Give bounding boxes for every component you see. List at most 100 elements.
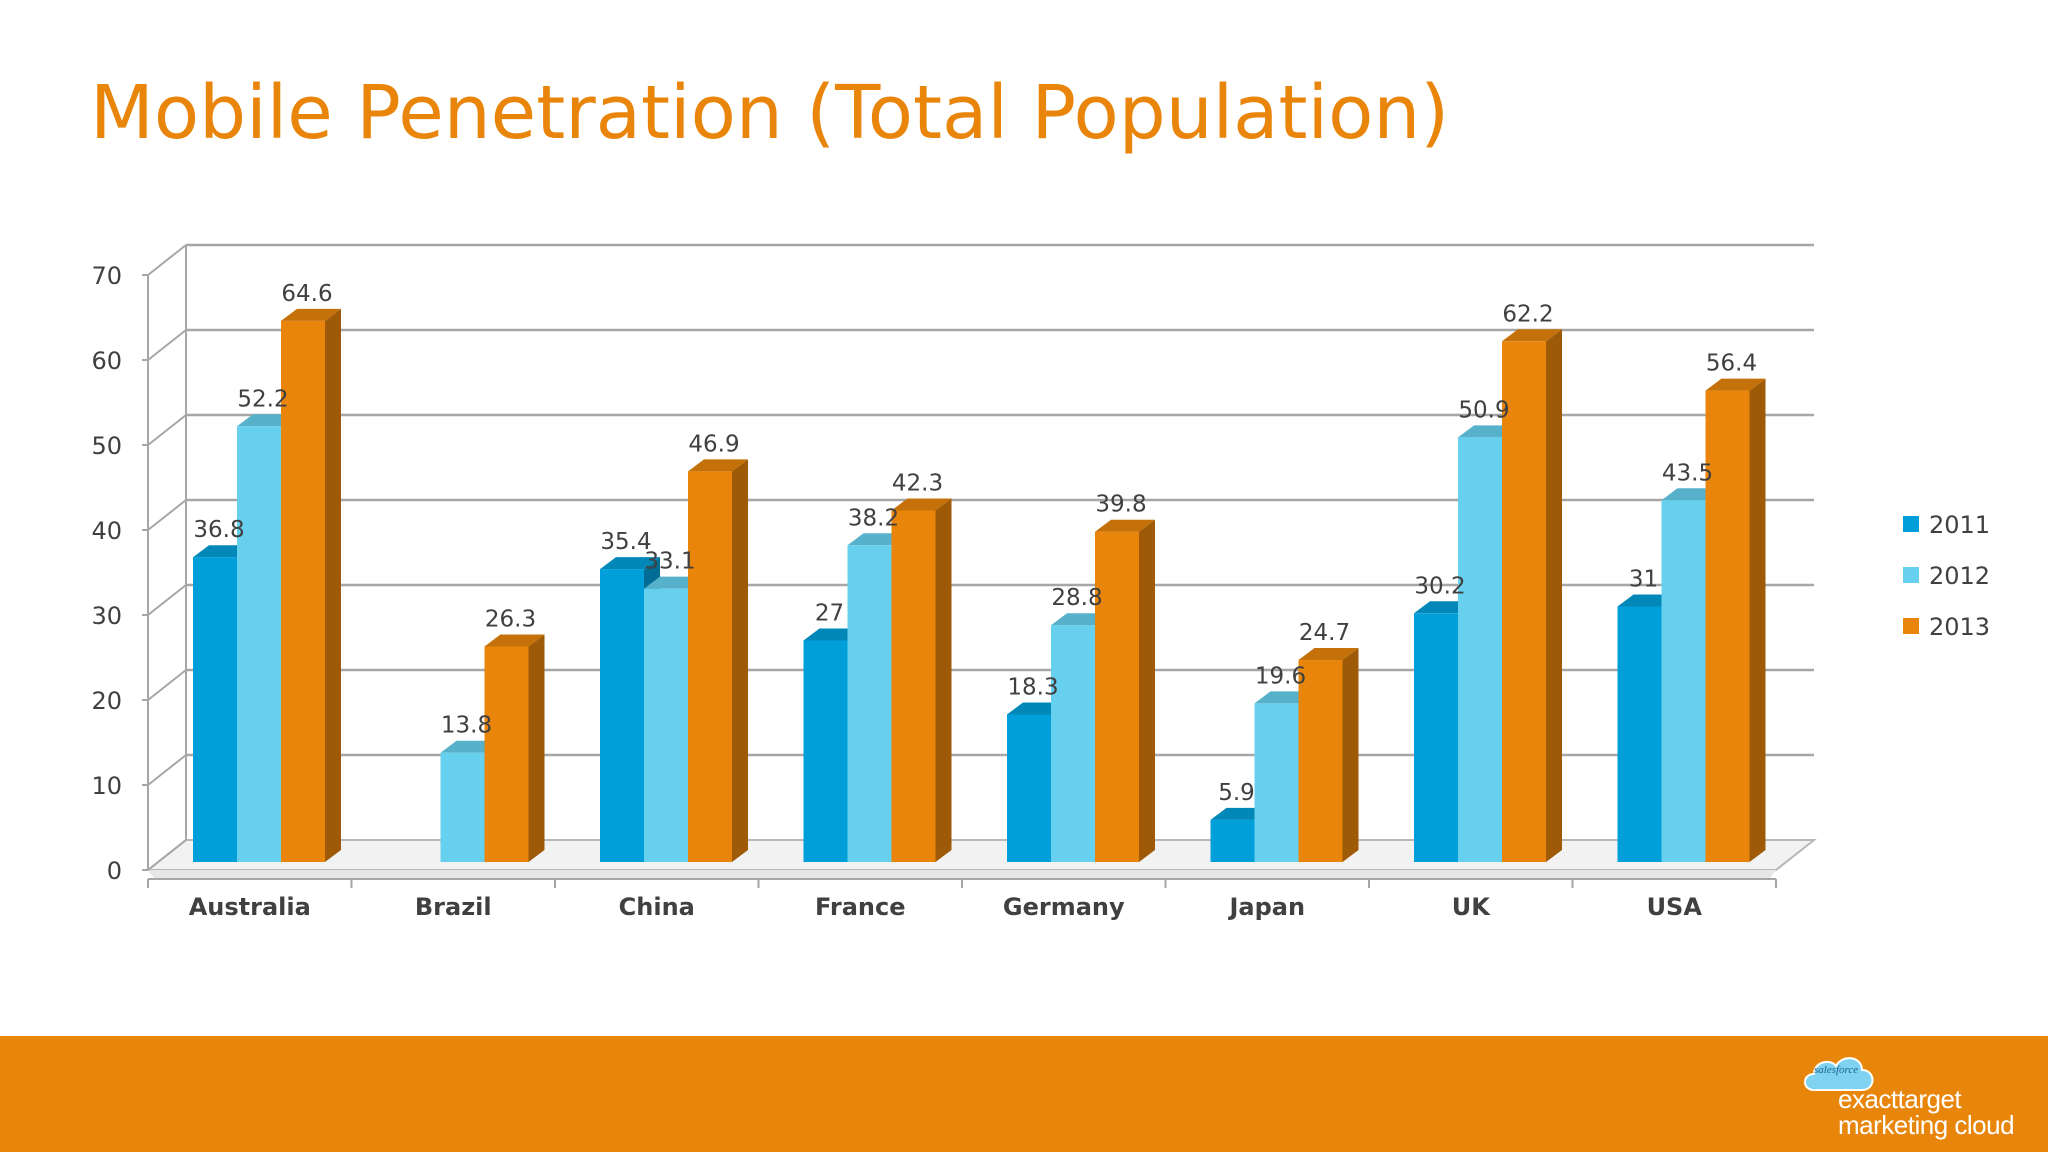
bar-top — [1095, 519, 1155, 532]
chart-gridlines — [145, 243, 1817, 878]
gridline-depth — [147, 244, 187, 276]
x-tick-label: France — [815, 893, 905, 921]
bar-front — [1661, 500, 1706, 862]
gridline-depth — [147, 499, 187, 531]
logo-line-1: exacttarget — [1838, 1084, 1962, 1114]
bar-side — [935, 498, 952, 862]
y-tick-label: 50 — [91, 432, 122, 460]
bar-chart: 0 10 20 30 40 50 60 70 Australia Brazil China Franc… — [91, 243, 1990, 921]
x-tick-label: UK — [1452, 893, 1491, 921]
data-label: 39.8 — [1095, 492, 1146, 518]
chart-data-labels: 36.8 52.2 64.6 13.8 26.3 35.433.1 46.9 27 38.2 42… — [193, 281, 1757, 806]
bar-front — [600, 569, 644, 862]
data-label: 5.9 — [1218, 780, 1255, 806]
gridline-depth — [147, 414, 187, 446]
bar-top — [600, 557, 660, 570]
data-label: 30.2 — [1414, 573, 1465, 599]
y-tick-label: 10 — [91, 772, 122, 800]
bar-front — [644, 588, 688, 862]
bar-top — [484, 634, 545, 647]
gridline-depth — [147, 669, 187, 701]
bar-top — [1705, 378, 1766, 391]
bar-front — [1051, 625, 1095, 862]
logo-cloud-text: salesforce — [1814, 1064, 1859, 1076]
bar-front — [281, 320, 325, 862]
legend-label: 2012 — [1929, 562, 1990, 590]
data-label: 33.1 — [644, 549, 695, 575]
footer-bar — [0, 1036, 2048, 1152]
logo-line-2: marketing cloud — [1838, 1110, 2015, 1140]
bar — [1705, 378, 1766, 862]
y-tick-label: 60 — [91, 347, 122, 375]
bar-front — [484, 646, 529, 862]
x-tick-label: China — [619, 893, 695, 921]
bar-front — [237, 426, 281, 862]
bar-side — [1139, 519, 1155, 862]
bar — [484, 634, 545, 862]
gridline-depth — [147, 329, 187, 361]
data-label: 50.9 — [1458, 397, 1509, 423]
bar-front — [1210, 819, 1255, 862]
x-tick-label: Japan — [1227, 893, 1305, 921]
bar — [891, 498, 952, 862]
bar-front — [891, 510, 936, 862]
data-label: 19.6 — [1255, 663, 1306, 689]
data-label: 31 — [1629, 567, 1658, 593]
gridline-depth — [147, 584, 187, 616]
y-tick-label: 70 — [91, 262, 122, 290]
bar-side — [1342, 648, 1359, 862]
data-label: 24.7 — [1299, 620, 1350, 646]
exacttarget-logo: salesforce exacttarget marketing cloud — [1800, 1046, 2015, 1146]
bar — [281, 308, 341, 862]
page-title: Mobile Penetration (Total Population) — [90, 70, 1450, 156]
bar-front — [440, 752, 485, 862]
chart-bars — [193, 308, 1766, 862]
bar — [1095, 519, 1155, 862]
bar — [688, 459, 748, 862]
bar-front — [193, 557, 237, 862]
chart-axes: 0 10 20 30 40 50 60 70 Australia Brazil China Franc… — [91, 245, 1777, 921]
bar-front — [1617, 606, 1662, 862]
bar-top — [281, 308, 341, 321]
data-label: 46.9 — [688, 431, 739, 457]
bar — [1298, 648, 1359, 862]
bar-front — [1095, 531, 1139, 862]
bar-front — [688, 471, 732, 862]
bar-front — [1502, 341, 1546, 862]
x-tick-label: USA — [1647, 893, 1703, 921]
bar-front — [1705, 390, 1750, 862]
bar-side — [1546, 329, 1562, 862]
y-tick-label: 20 — [91, 687, 122, 715]
y-tick-label: 40 — [91, 517, 122, 545]
bar-top — [1502, 329, 1562, 342]
gridline-depth — [147, 754, 187, 786]
x-tick-label: Germany — [1003, 893, 1125, 921]
data-label: 62.2 — [1502, 301, 1553, 327]
data-label: 28.8 — [1051, 585, 1102, 611]
bar-side — [528, 634, 545, 862]
data-label: 52.2 — [237, 386, 288, 412]
bar-side — [732, 459, 748, 862]
bar — [1502, 329, 1562, 862]
x-tick-label: Australia — [189, 893, 311, 921]
bar-front — [847, 545, 892, 862]
bar-side — [1749, 378, 1766, 862]
bar-top — [1298, 648, 1359, 661]
legend-swatch — [1903, 567, 1919, 583]
data-label: 27 — [815, 601, 844, 627]
salesforce-cloud-icon — [1804, 1057, 1874, 1091]
bar-side — [325, 308, 341, 862]
data-label: 36.8 — [193, 517, 244, 543]
bar-front — [1254, 703, 1299, 862]
y-tick-label: 0 — [107, 857, 122, 885]
gridline-depth — [147, 839, 187, 871]
data-label: 56.4 — [1706, 351, 1757, 377]
legend-label: 2011 — [1929, 511, 1990, 539]
chart-legend: 2011 2012 2013 — [1903, 511, 1990, 641]
data-label: 13.8 — [441, 713, 492, 739]
data-label: 42.3 — [892, 470, 943, 496]
data-label: 38.2 — [848, 505, 899, 531]
bar-front — [1298, 660, 1343, 862]
data-label: 26.3 — [485, 606, 536, 632]
bar-top — [891, 498, 952, 511]
